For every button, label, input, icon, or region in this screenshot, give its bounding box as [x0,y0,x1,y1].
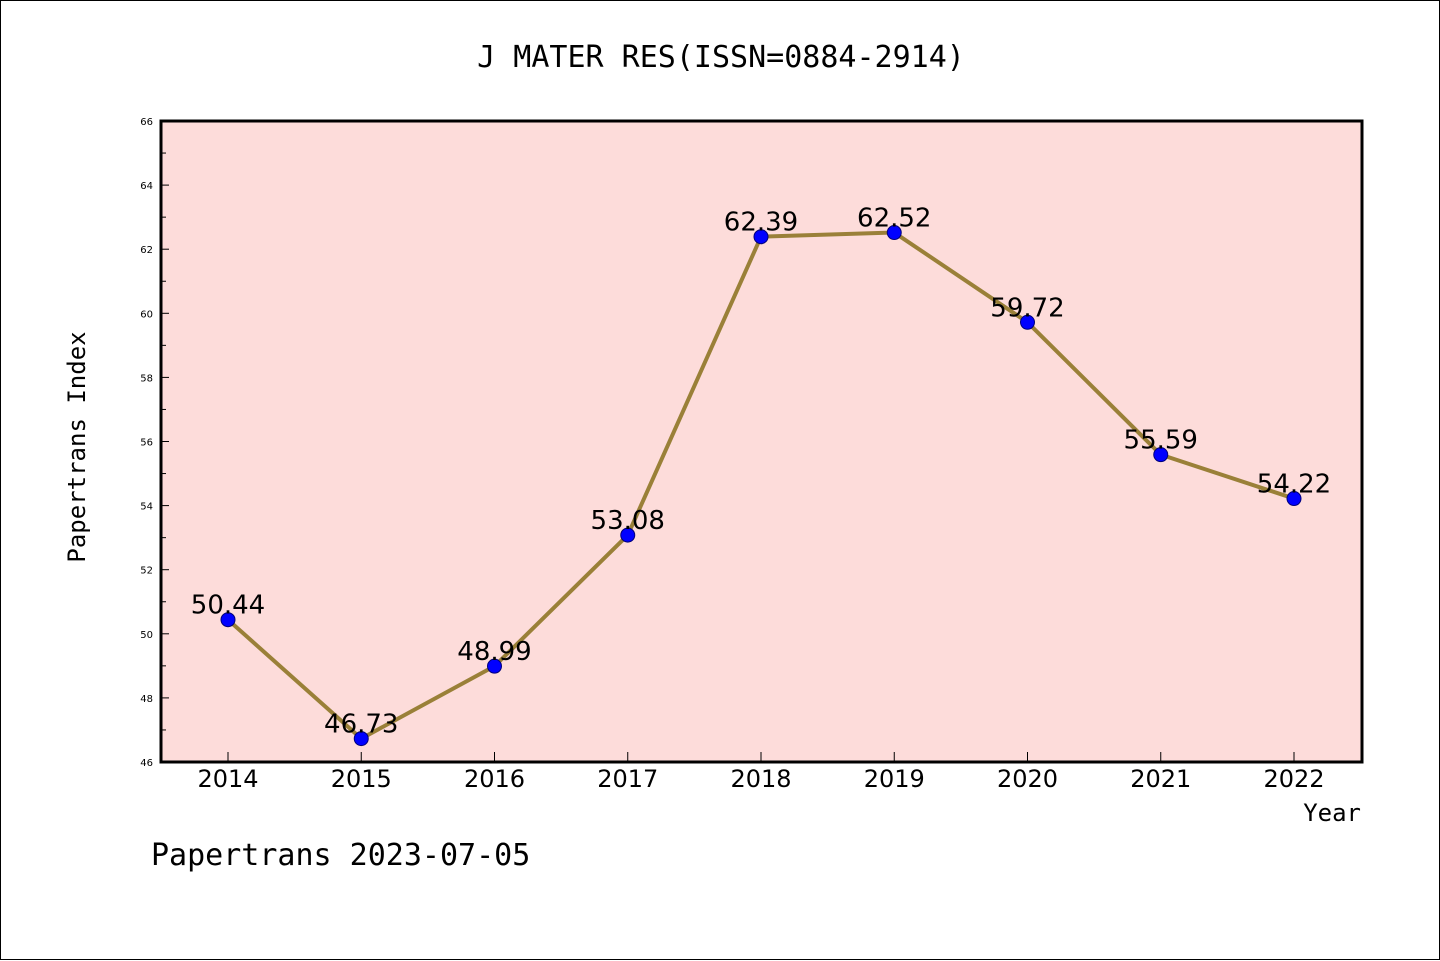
data-label: 59.72 [990,293,1064,323]
footer-date-label: Papertrans 2023-07-05 [151,838,530,873]
y-tick-label: 50 [140,630,153,641]
data-point [220,612,236,628]
plot-area [159,119,1364,764]
y-tick-label: 66 [140,117,153,128]
chart-title: J MATER RES(ISSN=0884-2914) [477,40,965,75]
x-tick-label: 2019 [864,765,925,793]
x-tick-label: 2015 [331,765,392,793]
data-point [1153,447,1169,463]
data-label: 48.99 [457,637,531,667]
x-axis: 2014 2015 2016 2017 2018 2019 2020 2021 2022 [197,752,1325,793]
data-label: 55.59 [1124,426,1198,456]
data-point [620,527,636,543]
y-tick-label: 64 [140,181,153,192]
data-label: 54.22 [1257,470,1331,500]
y-tick-label: 52 [140,566,153,577]
data-point [487,658,502,674]
data-label: 62.52 [857,204,931,234]
data-point [886,225,902,241]
data-label: 53.08 [591,506,665,536]
series-papertrans-index: 50.44 46.73 48.99 53.08 62.39 62.52 59.72 55.59… [191,204,1331,747]
y-tick-label: 46 [140,758,153,769]
y-tick-label: 62 [140,245,153,256]
x-tick-label: 2022 [1263,765,1324,793]
y-tick-label: 48 [140,694,153,705]
x-tick-label: 2021 [1130,765,1191,793]
y-axis-title: Papertrans Index [63,331,91,562]
data-point [353,731,369,747]
x-tick-label: 2018 [730,765,791,793]
data-point [1020,314,1035,330]
data-label: 46.73 [324,710,398,740]
data-point [753,229,769,245]
y-tick-label: 60 [140,309,153,320]
data-point [1286,491,1302,507]
x-tick-label: 2020 [997,765,1058,793]
data-label: 62.39 [724,208,798,238]
x-tick-label: 2016 [464,765,525,793]
x-tick-label: 2014 [197,765,258,793]
y-axis: 46 48 50 52 54 56 58 60 62 64 66 [140,117,169,769]
data-label: 50.44 [191,591,265,621]
x-axis-title: Year [1303,799,1361,827]
x-tick-label: 2017 [597,765,658,793]
y-tick-label: 54 [140,502,153,513]
y-tick-label: 56 [140,438,153,449]
y-tick-label: 58 [140,373,153,384]
